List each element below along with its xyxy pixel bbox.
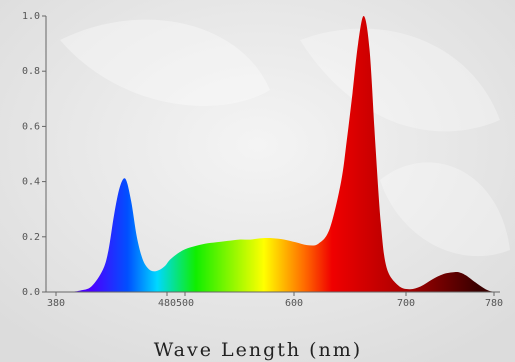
background-leaf-shape xyxy=(60,19,270,106)
x-tick-label: 700 xyxy=(397,298,415,309)
x-ticks: 380 480 500 600 700 780 xyxy=(47,292,503,309)
axes xyxy=(45,16,500,293)
x-tick-label: 780 xyxy=(485,298,503,309)
y-tick-label: 1.0 xyxy=(22,11,40,22)
y-tick-label: 0.4 xyxy=(22,177,40,188)
y-tick-label: 0.2 xyxy=(22,232,40,243)
background-leaf-shape xyxy=(300,28,500,132)
x-tick-label: 380 xyxy=(47,298,65,309)
x-tick-label: 480 xyxy=(158,298,176,309)
background-leaf-shape xyxy=(380,162,510,257)
y-ticks: 0.0 0.2 0.4 0.6 0.8 1.0 xyxy=(22,11,46,298)
x-axis-label: Wave Length (nm) xyxy=(154,339,362,361)
x-tick-label: 600 xyxy=(285,298,303,309)
y-tick-label: 0.6 xyxy=(22,121,40,132)
y-tick-label: 0.8 xyxy=(22,66,40,77)
x-tick-label: 500 xyxy=(176,298,194,309)
y-tick-label: 0.0 xyxy=(22,287,40,298)
spectrum-area xyxy=(68,15,500,293)
